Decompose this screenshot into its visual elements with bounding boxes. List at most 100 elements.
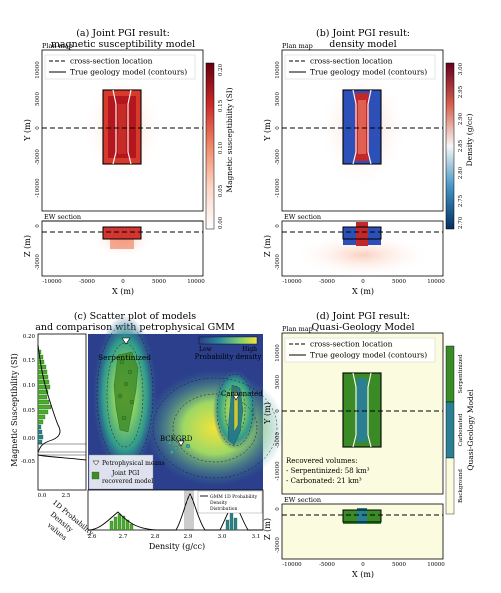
panel-c-yticks: 0.20 0.15 0.10 0.05 0.00 -0.05 xyxy=(21,334,36,465)
svg-text:2.85: 2.85 xyxy=(458,139,464,152)
panel-c-xticks: 2.6 2.7 2.8 2.9 3.0 3.1 xyxy=(88,534,261,540)
svg-text:5000: 5000 xyxy=(392,562,406,568)
panel-b-plan-yticks: 10000 5000 0 -5000 -10000 xyxy=(275,61,281,198)
panel-b-plan-label: Plan map xyxy=(282,42,313,50)
panel-b: (b) Joint PGI result: density model Plan… xyxy=(263,28,474,296)
svg-text:-5000: -5000 xyxy=(275,149,281,165)
panel-c-legend-means: Petrophysical means xyxy=(102,460,165,467)
panel-a-legend-solid: True geology model (contours) xyxy=(70,68,187,77)
panel-a-legend-dashed: cross-section location xyxy=(70,57,153,66)
panel-c-pd-colorbar xyxy=(198,336,258,345)
panel-c-legend-joint: Joint PGI xyxy=(111,470,140,477)
panel-a-colorbar xyxy=(205,62,215,230)
panel-a-title-1: (a) Joint PGI result: xyxy=(76,28,170,39)
svg-text:0: 0 xyxy=(275,126,281,130)
panel-c-inset-legend: GMM 1D Probability Density Distribution xyxy=(197,490,263,514)
panel-c-label-serp: Serpentinized xyxy=(98,353,151,362)
svg-text:2.70: 2.70 xyxy=(458,216,464,229)
panel-a-ylabel-plan: Y (m) xyxy=(23,119,32,142)
panel-c-title-1: (c) Scatter plot of models xyxy=(74,311,196,322)
panel-c-scatter-carb xyxy=(227,384,244,446)
panel-b-colorbar xyxy=(445,62,455,230)
panel-c-bottom-hist xyxy=(109,511,238,531)
panel-b-legend: cross-section location True geology mode… xyxy=(284,54,436,80)
panel-c-means xyxy=(121,337,240,447)
svg-text:2.7: 2.7 xyxy=(119,534,128,540)
svg-text:0.00: 0.00 xyxy=(218,216,224,229)
panel-a-section-contour xyxy=(102,226,142,240)
svg-text:5000: 5000 xyxy=(392,279,406,285)
panel-a-colorbar-ticks: 0.00 0.05 0.10 0.15 0.20 xyxy=(218,63,224,229)
svg-text:- Serpentinized: 58 km³: - Serpentinized: 58 km³ xyxy=(286,467,370,475)
panel-a-section-body-lower xyxy=(110,239,134,249)
panel-b-section-contour xyxy=(342,226,382,240)
panel-c-legend-recovered: recovered model xyxy=(102,478,153,485)
panel-d-section-label: EW section xyxy=(284,496,321,504)
panel-c-scatter-serp xyxy=(113,351,139,433)
panel-a-plan-label: Plan map xyxy=(42,42,73,50)
svg-text:10000: 10000 xyxy=(427,279,445,285)
svg-text:5000: 5000 xyxy=(152,279,166,285)
svg-text:Serpentinized: Serpentinized xyxy=(458,354,464,393)
panel-c-pd-high: High xyxy=(242,346,257,353)
panel-c: (c) Scatter plot of models and compariso… xyxy=(10,311,285,551)
panel-b-xlabel: X (m) xyxy=(352,287,374,296)
svg-text:-3000: -3000 xyxy=(35,254,41,270)
panel-c-pdf-curve xyxy=(37,344,87,461)
svg-text:10000: 10000 xyxy=(187,279,205,285)
svg-text:-10000: -10000 xyxy=(275,461,281,481)
svg-text:GMM 1D Probability: GMM 1D Probability xyxy=(210,494,258,500)
panel-c-label-carb: Carbonated xyxy=(221,390,263,398)
svg-text:-5000: -5000 xyxy=(319,279,335,285)
svg-text:-0.05: -0.05 xyxy=(21,459,36,465)
panel-a-section-label: EW section xyxy=(44,213,81,221)
panel-a-xticks: -10000 -5000 0 5000 10000 xyxy=(42,279,205,285)
svg-text:-5000: -5000 xyxy=(319,562,335,568)
svg-text:2.75: 2.75 xyxy=(458,194,464,207)
svg-text:-10000: -10000 xyxy=(282,279,302,285)
panel-d-xlabel: X (m) xyxy=(352,570,374,579)
svg-text:10000: 10000 xyxy=(275,344,281,362)
svg-text:3.00: 3.00 xyxy=(458,62,464,75)
panel-b-legend-solid: True geology model (contours) xyxy=(310,68,427,77)
svg-text:-5000: -5000 xyxy=(79,279,95,285)
svg-text:0: 0 xyxy=(275,507,281,511)
panel-a-section-body xyxy=(103,227,141,239)
panel-b-contour xyxy=(342,89,382,165)
panel-d-legend-dashed: cross-section location xyxy=(310,340,393,349)
panel-d-legend-solid: True geology model (contours) xyxy=(310,351,427,360)
svg-text:2.9: 2.9 xyxy=(184,534,193,540)
svg-text:0.00: 0.00 xyxy=(23,436,36,442)
panel-c-legend: Petrophysical means Joint PGI recovered … xyxy=(88,454,165,490)
svg-text:0.20: 0.20 xyxy=(23,334,36,340)
svg-text:2.5: 2.5 xyxy=(62,493,71,499)
svg-text:-10000: -10000 xyxy=(282,562,302,568)
panel-d-carb-core xyxy=(357,378,367,442)
svg-text:10000: 10000 xyxy=(427,562,445,568)
panel-a-xlabel: X (m) xyxy=(112,287,134,296)
panel-b-title-2: density model xyxy=(329,39,396,50)
svg-text:0.10: 0.10 xyxy=(218,141,224,154)
svg-text:2.90: 2.90 xyxy=(458,112,464,125)
panel-d-section-contour xyxy=(342,509,382,523)
panel-b-ylabel-plan: Y (m) xyxy=(263,119,272,142)
panel-d-title-2: Quasi-Geology Model xyxy=(311,322,414,333)
svg-text:5000: 5000 xyxy=(35,92,41,106)
svg-text:0.05: 0.05 xyxy=(218,184,224,197)
svg-text:2.8: 2.8 xyxy=(151,534,160,540)
panel-a-contour xyxy=(102,89,142,165)
panel-d-xticks: -10000 -5000 0 5000 10000 xyxy=(282,562,445,568)
panel-d-section-yticks: 0 -3000 xyxy=(275,507,281,553)
panel-d-colorbar-serp xyxy=(445,345,455,403)
panel-b-xticks: -10000 -5000 0 5000 10000 xyxy=(282,279,445,285)
panel-b-section-halo xyxy=(293,233,433,277)
panel-c-xlabel: Density (g/cc) xyxy=(149,542,205,551)
panel-d-plan-label: Plan map xyxy=(282,325,313,333)
svg-text:-10000: -10000 xyxy=(275,178,281,198)
panel-d-title-1: (d) Joint PGI result: xyxy=(316,311,410,322)
panel-b-colorbar-label: Density (g/cc) xyxy=(465,114,474,167)
svg-text:10000: 10000 xyxy=(275,61,281,79)
svg-text:2.95: 2.95 xyxy=(458,85,464,98)
panel-c-pdf-xticks: 0.0 2.5 xyxy=(38,493,71,499)
